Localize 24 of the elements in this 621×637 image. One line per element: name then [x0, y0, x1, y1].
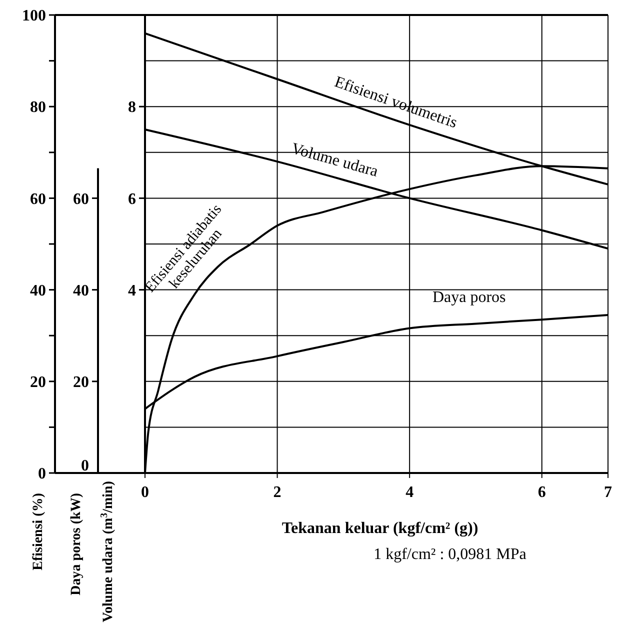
- y-tick-label: 0: [38, 466, 46, 483]
- y3-tick-label: 6: [128, 190, 136, 208]
- y-tick-label: 20: [30, 374, 46, 391]
- y-tick-label: 40: [30, 282, 46, 300]
- y2-tick-label: 0: [81, 458, 89, 475]
- x-tick-label: 7: [604, 484, 612, 501]
- y2-tick-label: 60: [73, 190, 89, 208]
- x-tick-label: 0: [141, 484, 149, 501]
- y3-tick-label: 4: [128, 282, 136, 300]
- y-tick-label: 100: [22, 8, 46, 25]
- x-tick-label: 2: [273, 484, 282, 501]
- y2-tick-label: 20: [73, 374, 89, 391]
- y-axis-title: Efisiensi (%): [31, 492, 46, 570]
- y2-tick-label: 40: [73, 282, 89, 300]
- y2-axis-title: Daya poros (kW): [69, 492, 84, 596]
- x-axis-title: Tekanan keluar (kgf/cm² (g)): [282, 520, 478, 537]
- series-label: Daya poros: [432, 289, 506, 306]
- text: Volume udara: [289, 140, 380, 180]
- x-tick-label: 6: [538, 484, 546, 501]
- y-tick-label: 80: [30, 99, 46, 116]
- y-tick-label: 60: [30, 190, 46, 208]
- x-tick-label: 4: [406, 484, 414, 501]
- y3-tick-label: 8: [128, 99, 136, 116]
- text: 1 kgf/cm² : 0,0981 MPa: [374, 546, 526, 563]
